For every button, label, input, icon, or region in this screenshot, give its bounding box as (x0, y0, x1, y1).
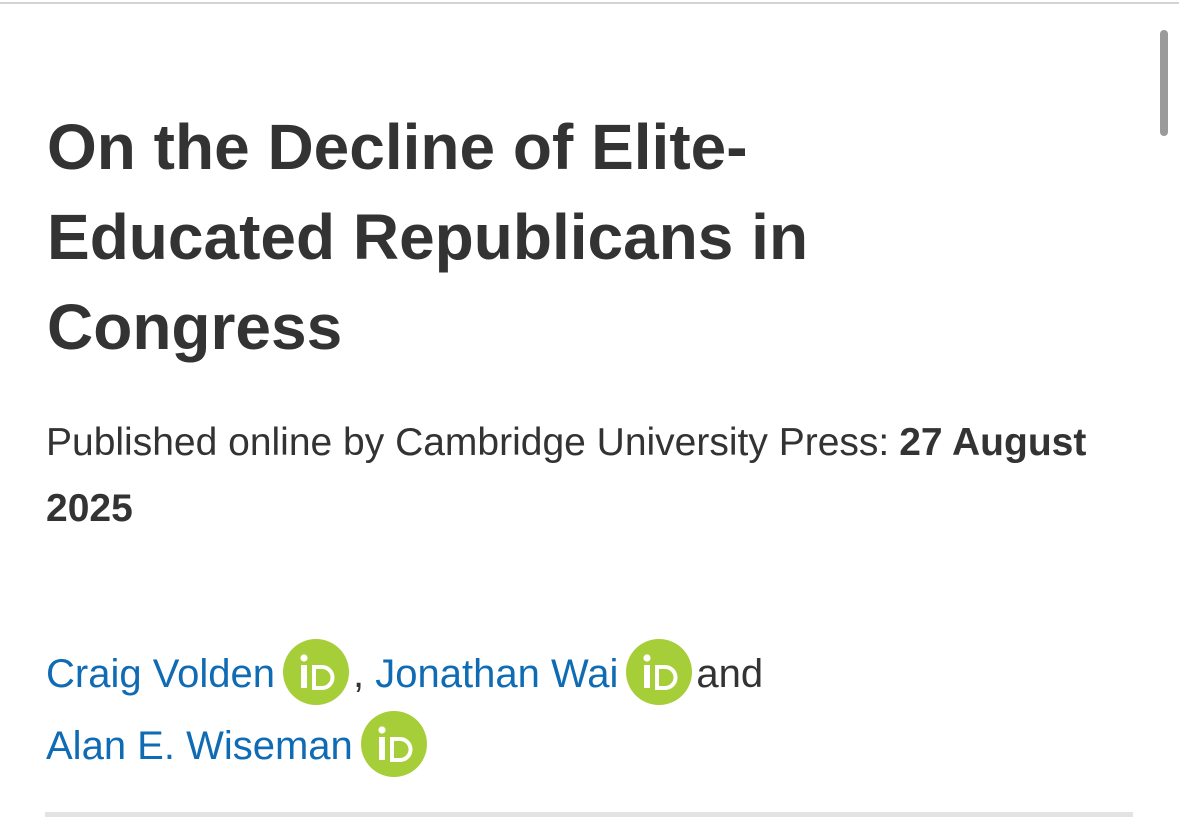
scrollbar[interactable] (1160, 30, 1168, 136)
orcid-icon[interactable] (360, 711, 427, 778)
author-link[interactable]: Craig Volden (46, 652, 276, 696)
orcid-icon[interactable] (626, 639, 693, 706)
orcid-icon[interactable] (283, 639, 350, 706)
separator: and (696, 652, 764, 696)
author-list: Craig Volden, Jonathan Wai and Alan E. Wi… (46, 638, 1126, 782)
top-border (0, 2, 1179, 4)
article-title: On the Decline of Elite-Educated Republi… (47, 111, 809, 363)
separator: , (353, 652, 365, 696)
published-date: 27 August 2025 (46, 421, 1087, 530)
publication-info: Published online by Cambridge University… (46, 410, 1126, 542)
published-label: Published online by Cambridge University… (46, 421, 890, 464)
author-link[interactable]: Jonathan Wai (375, 652, 619, 696)
author-link[interactable]: Alan E. Wiseman (46, 724, 353, 768)
divider (45, 812, 1133, 817)
